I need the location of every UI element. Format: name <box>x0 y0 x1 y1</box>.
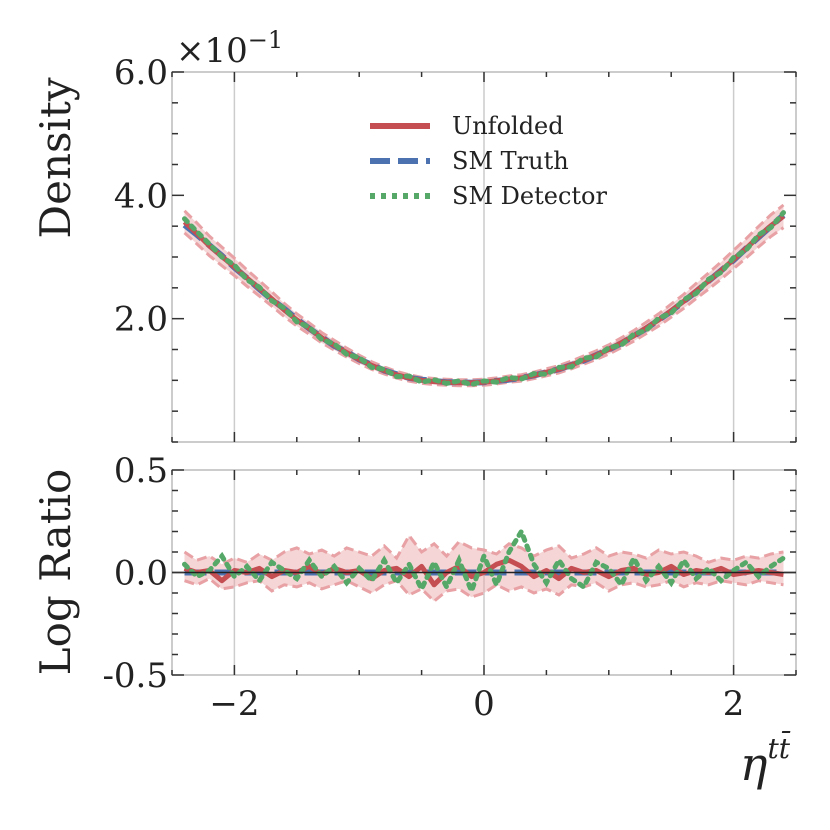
exponent-power: −1 <box>248 26 283 54</box>
main-y-tick-label: 4.0 <box>114 176 168 216</box>
ratio-y-tick-label: -0.5 <box>102 656 168 696</box>
density-panel: 2.0 4.0 6.0 Density ×10−1 Unfolded SM Trut… <box>31 26 797 443</box>
main-band-upper-edge <box>183 203 785 382</box>
y-axis-exponent-label: ×10−1 <box>176 26 283 71</box>
x-axis-title-eta: ηtt̄ <box>740 730 791 791</box>
x-tick-label: −2 <box>209 684 259 724</box>
main-series-lines <box>182 210 786 388</box>
ratio-y-tick-label: 0.5 <box>114 451 168 491</box>
ratio-y-tick-label: 0.0 <box>114 554 168 594</box>
main-series-sm-detector <box>182 210 786 388</box>
x-tick-label: 2 <box>723 684 745 724</box>
legend-label-sm-truth: SM Truth <box>452 147 569 175</box>
exponent-base: ×10 <box>176 31 248 71</box>
x-tick-label: 0 <box>473 684 495 724</box>
ratio-band-upper-edge <box>183 532 784 567</box>
x-axis-title-superscript: tt̄ <box>767 730 791 765</box>
ratio-series-sm-detector <box>182 525 786 599</box>
main-y-tick-label: 2.0 <box>114 300 168 340</box>
main-y-tick-label: 6.0 <box>114 53 168 93</box>
legend-label-unfolded: Unfolded <box>452 112 564 140</box>
x-axis-title-symbol: η <box>740 737 768 791</box>
log-ratio-panel: -0.5 0.0 0.5 −2 0 2 Log Ratio ηtt̄ <box>31 451 797 791</box>
ratio-band-lower-edge <box>184 576 784 604</box>
ratio-ticks: -0.5 0.0 0.5 −2 0 2 <box>102 451 797 724</box>
legend-label-sm-detector: SM Detector <box>452 182 607 210</box>
legend: Unfolded SM Truth SM Detector <box>370 112 607 210</box>
main-ticks: 2.0 4.0 6.0 <box>114 53 797 443</box>
ratio-band-fill <box>184 535 784 602</box>
ratio-uncertainty-band <box>183 532 784 604</box>
y-axis-title-density: Density <box>31 77 80 238</box>
y-axis-title-log-ratio: Log Ratio <box>31 469 80 676</box>
